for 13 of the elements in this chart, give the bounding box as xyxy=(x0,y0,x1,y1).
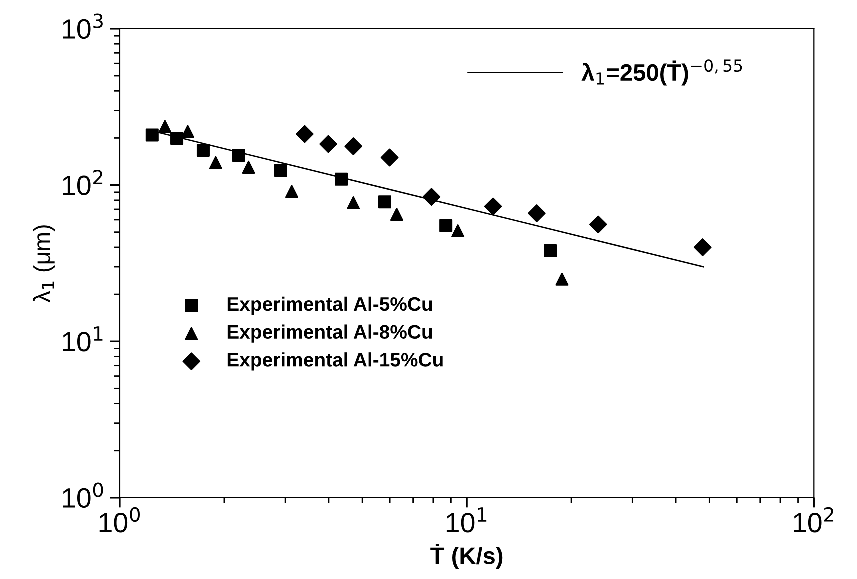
y-axis-title: λ$_{1}$ (μm) xyxy=(33,226,56,303)
legend-label: λ$_{1}$=250(Ṫ)$^{−0,55}$ xyxy=(582,60,742,86)
legend-label: Experimental Al-15%Cu xyxy=(228,352,443,371)
y-tick-label: 10$^{2}$ xyxy=(63,170,103,196)
x-tick-label: 10$^{1}$ xyxy=(446,508,487,533)
y-tick-label: 10$^{0}$ xyxy=(63,482,104,508)
legend-label: Experimental Al-5%Cu xyxy=(228,296,432,316)
x-tick-label: 10$^{0}$ xyxy=(100,507,140,533)
y-tick-label: 10$^{1}$ xyxy=(63,326,103,352)
legend-label: Experimental Al-8%Cu xyxy=(228,324,432,343)
x-tick-label: 10$^{2}$ xyxy=(794,507,834,533)
y-tick-label: 10$^{3}$ xyxy=(63,14,103,40)
x-axis-title: Ṫ (K/s) xyxy=(430,544,503,570)
